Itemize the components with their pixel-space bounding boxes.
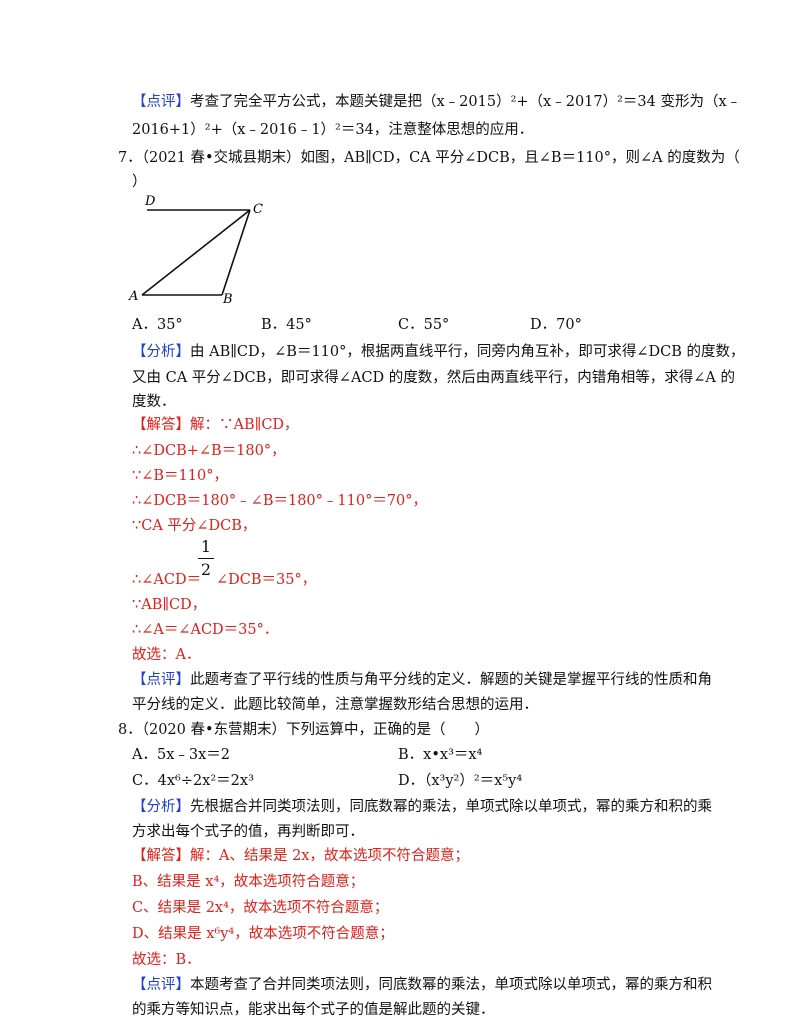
answer-text: 解：A、结果是 2x，故本选项不符合题意；: [190, 848, 469, 864]
q7-option-b: B．45°: [261, 317, 312, 333]
review-tag: 【点评】: [132, 94, 190, 110]
q7-answer-line-2: ∴∠DCB+∠B＝180°，: [132, 443, 286, 459]
fraction-numerator: 1: [200, 537, 212, 556]
line-CB: [221, 209, 251, 296]
q7-analysis-1: 【分析】由 AB∥CD，∠B＝110°，根据两直线平行，同旁内角互补，即可求得∠…: [132, 342, 745, 362]
analysis-tag: 【分析】: [132, 344, 190, 360]
q7-review-1: 【点评】此题考查了平行线的性质与角平分线的定义．解题的关键是掌握平行线的性质和角: [132, 670, 712, 690]
q7-review-2: 平分线的定义．此题比较简单，注意掌握数形结合思想的运用．: [132, 697, 538, 713]
q7-answer-line-6b: ∠DCB＝35°，: [216, 572, 317, 588]
q7-answer-line-7: ∵AB∥CD，: [132, 597, 207, 613]
q7-option-d: D．70°: [530, 317, 582, 333]
q8-review-1: 【点评】本题考查了合并同类项法则，同底数幂的乘法，单项式除以单项式，幂的乘方和积: [132, 975, 712, 995]
review-line-2: 2016+1）²+（x﹣2016﹣1）²＝34，注意整体思想的应用．: [132, 122, 534, 138]
q8-option-b: B．x•x³＝x⁴: [398, 747, 483, 763]
q7-analysis-3: 度数．: [132, 394, 176, 410]
q8-answer-line-5: 故选：B．: [132, 952, 201, 968]
q8-analysis-2: 方求出每个式子的值，再判断即可．: [132, 824, 364, 840]
q7-answer-line-1: 【解答】解：∵AB∥CD，: [132, 415, 299, 435]
q8-answer-line-1: 【解答】解：A、结果是 2x，故本选项不符合题意；: [132, 846, 469, 866]
q8-answer-line-4: D、结果是 x⁶y⁴，故本选项不符合题意；: [132, 926, 394, 942]
label-A: A: [128, 289, 138, 304]
q8-analysis-1: 【分析】先根据合并同类项法则，同底数幂的乘法，单项式除以单项式，幂的乘方和积的乘: [132, 797, 712, 817]
q7-stem-1: 7．（2021 春•交城县期末）如图，AB∥CD，CA 平分∠DCB，且∠B＝1…: [118, 150, 740, 166]
review-text-1: 此题考查了平行线的性质与角平分线的定义．解题的关键是掌握平行线的性质和角: [190, 672, 712, 688]
answer-tag: 【解答】: [132, 848, 190, 864]
q8-option-c: C．4x⁶÷2x²＝2x³: [132, 773, 254, 789]
fraction-one-half: 1 2: [198, 538, 214, 579]
q8-option-a: A．5x﹣3x＝2: [132, 747, 231, 763]
q7-answer-line-9: 故选：A．: [132, 647, 201, 663]
q7-option-c: C．55°: [398, 317, 450, 333]
q7-option-a: A．35°: [132, 317, 183, 333]
review-line-1: 【点评】考查了完全平方公式，本题关键是把（x﹣2015）²+（x﹣2017）²＝…: [132, 92, 741, 112]
q7-stem-2: ）: [132, 174, 147, 190]
label-C: C: [253, 202, 263, 217]
q7-answer-line-8: ∴∠A＝∠ACD＝35°．: [132, 622, 279, 638]
analysis-text-1: 由 AB∥CD，∠B＝110°，根据两直线平行，同旁内角互补，即可求得∠DCB …: [190, 344, 745, 360]
label-D: D: [144, 194, 156, 209]
q8-answer-line-2: B、结果是 x⁴，故本选项符合题意；: [132, 874, 365, 890]
q7-answer-line-5: ∵CA 平分∠DCB，: [132, 518, 257, 534]
q7-answer-line-6a: ∴∠ACD＝: [132, 572, 202, 588]
line-CA: [141, 209, 251, 296]
q8-answer-line-3: C、结果是 2x⁴，故本选项不符合题意；: [132, 900, 389, 916]
answer-tag: 【解答】: [132, 417, 190, 433]
review-tag: 【点评】: [132, 672, 190, 688]
analysis-tag: 【分析】: [132, 799, 190, 815]
label-B: B: [222, 292, 233, 307]
q8-stem: 8．（2020 春•东营期末）下列运算中，正确的是（ ）: [118, 722, 490, 738]
review-tag: 【点评】: [132, 977, 190, 993]
analysis-text-1: 先根据合并同类项法则，同底数幂的乘法，单项式除以单项式，幂的乘方和积的乘: [190, 799, 712, 815]
q7-figure: D C A B: [128, 194, 263, 307]
fraction-bar: [198, 558, 214, 559]
review-text-1: 考查了完全平方公式，本题关键是把（x﹣2015）²+（x﹣2017）²＝34 变…: [190, 94, 742, 110]
q7-answer-line-3: ∵∠B＝110°，: [132, 468, 228, 484]
q7-analysis-2: 又由 CA 平分∠DCB，即可求得∠ACD 的度数，然后由两直线平行，内错角相等…: [132, 370, 735, 386]
q8-option-d: D．（x³y²）²＝x⁵y⁴: [398, 773, 523, 789]
q8-review-2: 的乘方等知识点，能求出每个式子的值是解此题的关键．: [132, 1002, 495, 1018]
review-text-1: 本题考查了合并同类项法则，同底数幂的乘法，单项式除以单项式，幂的乘方和积: [190, 977, 712, 993]
fraction-denominator: 2: [200, 560, 212, 579]
q7-answer-line-4: ∴∠DCB＝180°﹣∠B＝180°﹣110°＝70°，: [132, 493, 428, 509]
answer-text: 解：∵AB∥CD，: [190, 417, 299, 433]
